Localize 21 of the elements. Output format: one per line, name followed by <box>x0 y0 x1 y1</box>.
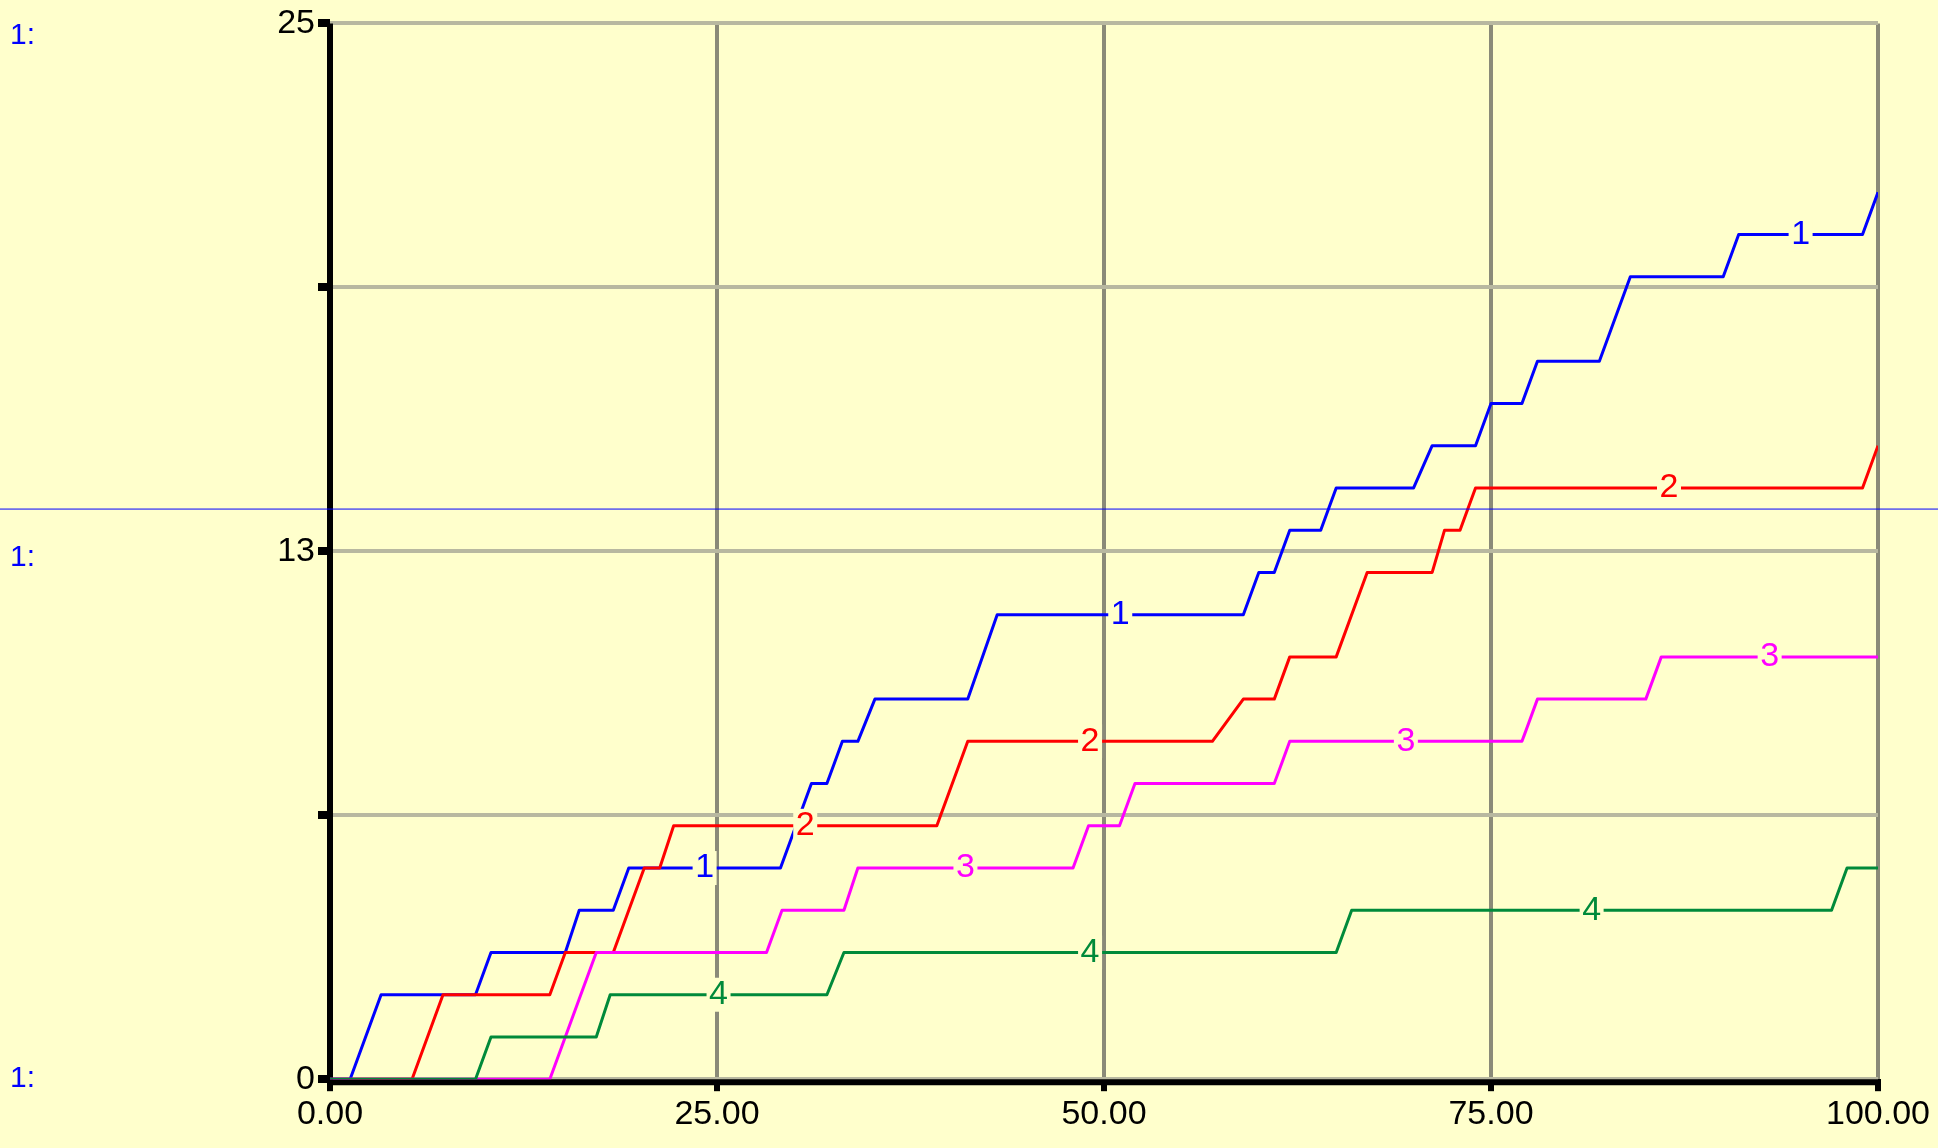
text: 3 <box>1760 635 1780 674</box>
x-tick-label: 100.00 <box>1826 1092 1930 1131</box>
text: 1 <box>695 846 715 885</box>
series-label: 1 <box>1110 593 1130 632</box>
series-label: 3 <box>1396 719 1416 758</box>
series-label: 4 <box>1080 930 1100 969</box>
text: 1 <box>1791 212 1811 251</box>
x-tick-label: 75.00 <box>1448 1092 1534 1131</box>
text: 4 <box>1582 888 1602 927</box>
x-tick-label: 50.00 <box>1061 1092 1147 1131</box>
text: 1: <box>10 538 36 572</box>
text: 2 <box>795 804 815 843</box>
series-label: 2 <box>1659 466 1679 505</box>
text: 1: <box>10 16 36 50</box>
y-tick-label: 13 <box>277 529 315 568</box>
text: 1: <box>10 1060 36 1094</box>
x-tick-label: 25.00 <box>674 1092 760 1131</box>
y-tick-label: 25 <box>277 1 315 40</box>
text: 4 <box>709 973 729 1012</box>
text: 2 <box>1080 719 1100 758</box>
text: 3 <box>955 846 975 885</box>
